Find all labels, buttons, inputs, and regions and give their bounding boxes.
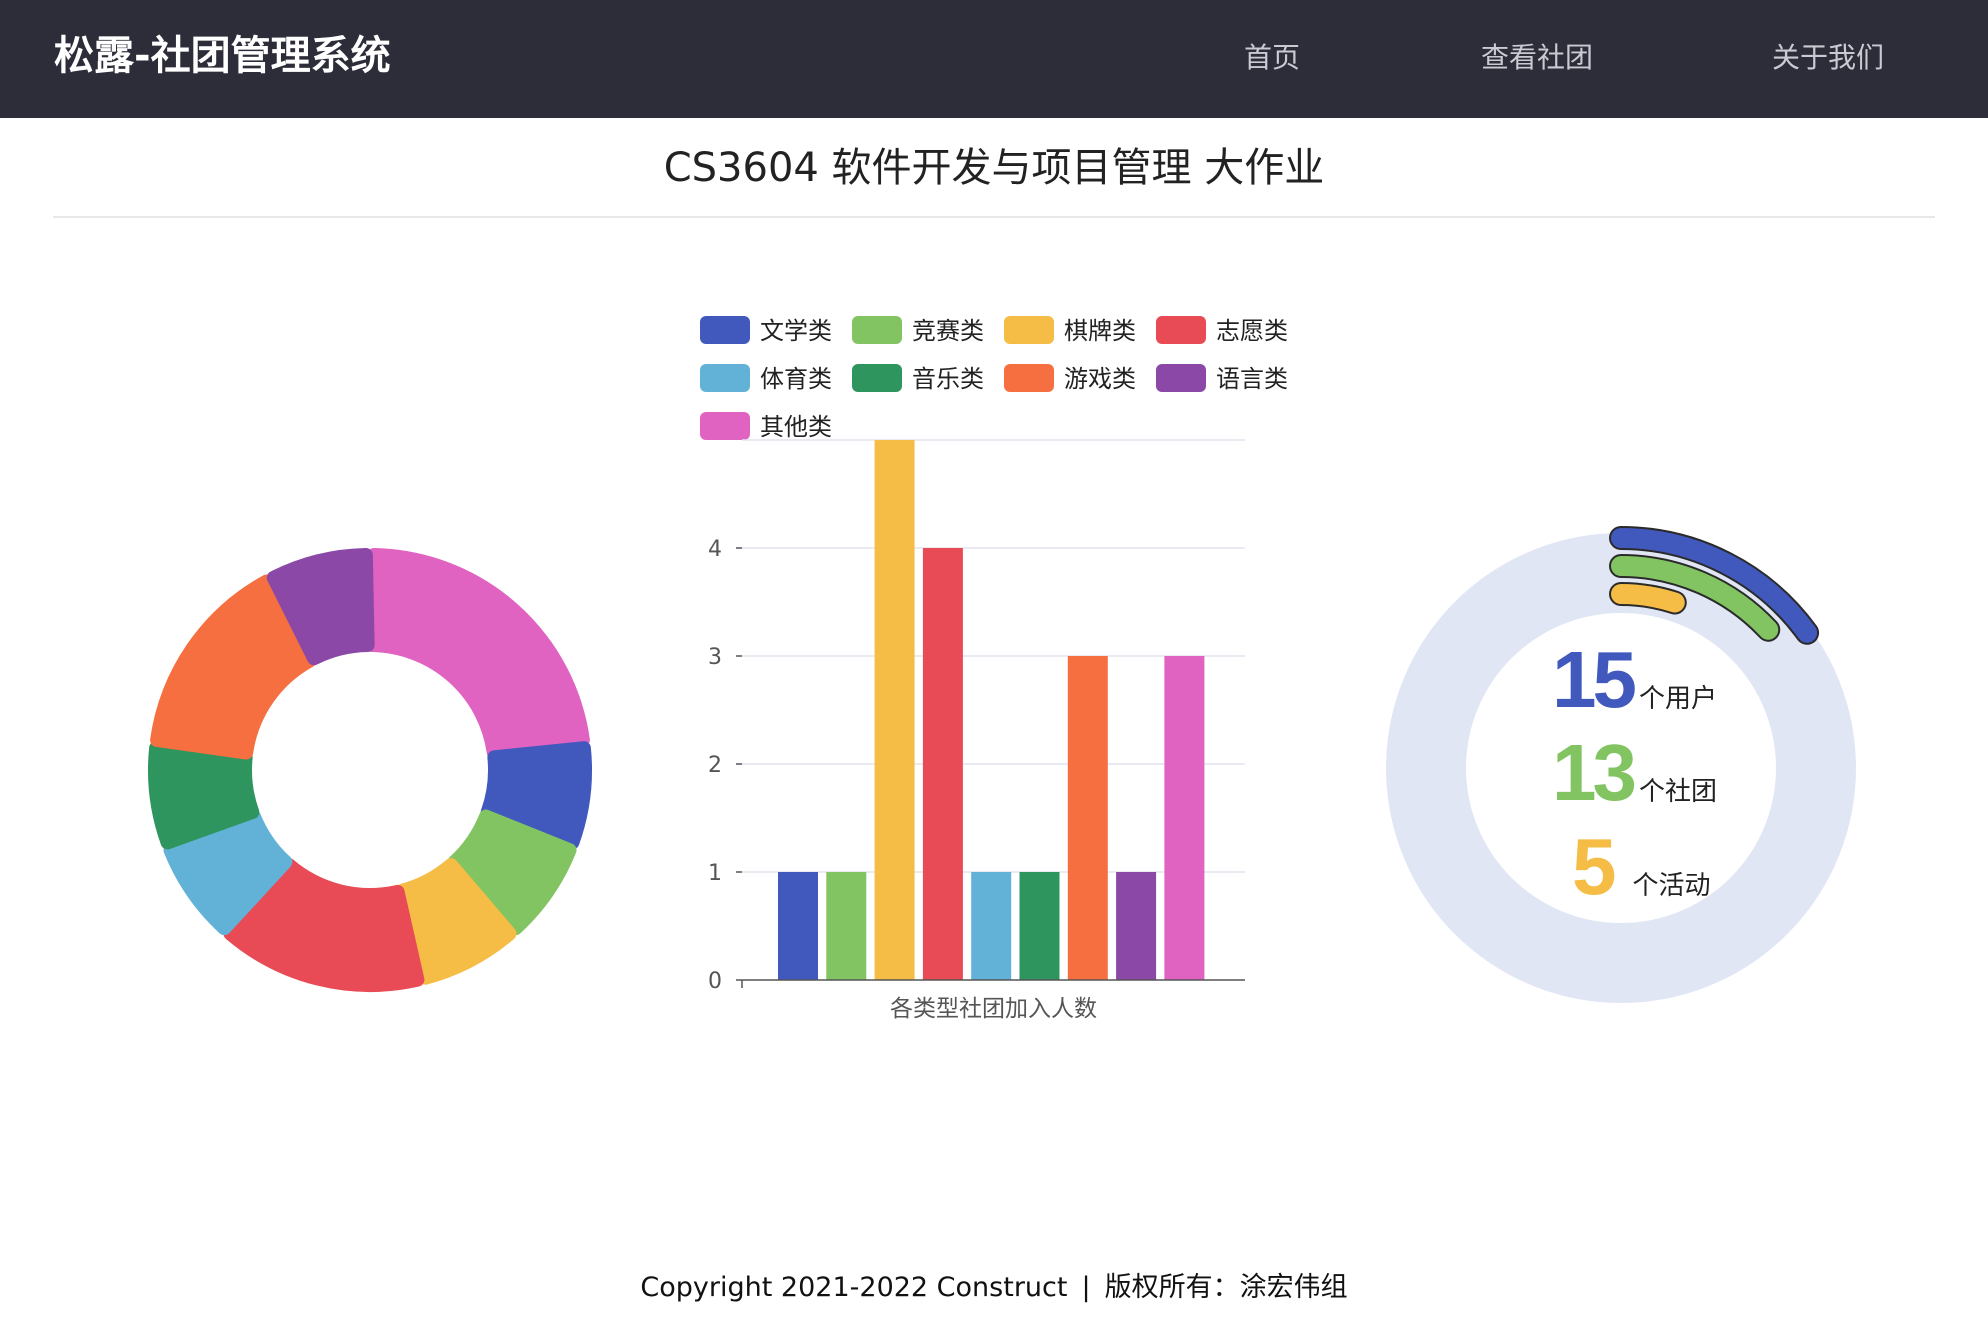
legend-label-0[interactable]: 文学类 [760, 317, 832, 345]
users-count: 15 [1552, 635, 1637, 724]
users-stat: 15 个用户 [1552, 640, 1717, 720]
legend-label-2[interactable]: 棋牌类 [1064, 317, 1136, 345]
bar-1[interactable] [826, 872, 867, 980]
page-title: CS3604 软件开发与项目管理 大作业 [663, 145, 1325, 191]
donut-slice-0[interactable] [365, 548, 590, 760]
donut-slice-2[interactable] [447, 809, 577, 936]
donut-slice-4[interactable] [223, 858, 425, 992]
gauge-arc-2[interactable] [1611, 584, 1685, 613]
stats-gauge-chart [1386, 526, 1856, 1003]
legend-swatch-6[interactable] [1004, 364, 1054, 392]
gauge-arc-1[interactable] [1611, 556, 1779, 640]
bar-6[interactable] [1067, 656, 1108, 980]
nav-clubs-link[interactable]: 查看社团 [1481, 41, 1594, 74]
title-divider [53, 216, 1935, 218]
donut-slice-7[interactable] [150, 574, 317, 760]
bar-5[interactable] [1019, 872, 1060, 980]
y-tick-label-0: 0 [708, 969, 722, 994]
y-tick-label-1: 1 [708, 861, 722, 886]
club-type-donut-chart [148, 548, 592, 992]
legend-label-6[interactable]: 游戏类 [1064, 365, 1136, 393]
footer-owner: 版权所有：涂宏伟组 [1104, 1272, 1348, 1303]
legend-label-3[interactable]: 志愿类 [1216, 317, 1288, 345]
activities-label: 个活动 [1632, 871, 1711, 901]
clubs-count: 13 [1552, 728, 1637, 817]
legend-swatch-7[interactable] [1156, 364, 1206, 392]
top-navbar: 松露-社团管理系统 首页 查看社团 关于我们 [0, 0, 1988, 118]
bar-0[interactable] [778, 872, 818, 980]
donut-slice-5[interactable] [163, 809, 293, 936]
legend-swatch-8[interactable] [700, 412, 750, 440]
activities-stat: 5 个活动 [1572, 827, 1711, 907]
bar-3[interactable] [922, 548, 963, 980]
donut-slice-6[interactable] [148, 741, 260, 850]
users-label: 个用户 [1638, 684, 1717, 714]
nav-home-link[interactable]: 首页 [1244, 41, 1301, 74]
clubs-stat: 13 个社团 [1552, 733, 1717, 813]
bar-8[interactable] [1164, 656, 1205, 980]
legend-swatch-5[interactable] [852, 364, 902, 392]
legend-swatch-4[interactable] [700, 364, 750, 392]
y-tick-label-4: 4 [708, 537, 722, 562]
bar-7[interactable] [1116, 872, 1157, 980]
legend-swatch-1[interactable] [852, 316, 902, 344]
bar-2[interactable] [874, 440, 915, 980]
legend-label-8[interactable]: 其他类 [760, 413, 832, 441]
nav-about-link[interactable]: 关于我们 [1772, 41, 1885, 74]
clubs-label: 个社团 [1638, 777, 1717, 807]
activities-count: 5 [1572, 822, 1616, 911]
legend-label-7[interactable]: 语言类 [1216, 365, 1288, 393]
donut-slice-3[interactable] [395, 858, 517, 985]
donut-slice-1[interactable] [480, 741, 592, 850]
legend-label-5[interactable]: 音乐类 [912, 365, 984, 393]
legend-swatch-2[interactable] [1004, 316, 1054, 344]
donut-slice-8[interactable] [266, 548, 375, 666]
legend-swatch-3[interactable] [1156, 316, 1206, 344]
brand-title[interactable]: 松露-社团管理系统 [54, 33, 391, 79]
gauge-arc-0[interactable] [1611, 528, 1818, 643]
legend-swatch-0[interactable] [700, 316, 750, 344]
footer-copyright: Copyright 2021-2022 Construct [640, 1272, 1068, 1303]
legend-label-1[interactable]: 竞赛类 [912, 317, 984, 345]
footer: Copyright 2021-2022 Construct | 版权所有：涂宏伟组 [0, 1270, 1988, 1306]
bar-4[interactable] [971, 872, 1012, 980]
footer-separator: | [1081, 1272, 1091, 1303]
x-axis-label: 各类型社团加入人数 [890, 996, 1097, 1022]
y-tick-label-2: 2 [708, 753, 722, 778]
y-tick-label-3: 3 [708, 645, 722, 670]
legend-label-4[interactable]: 体育类 [760, 365, 832, 393]
